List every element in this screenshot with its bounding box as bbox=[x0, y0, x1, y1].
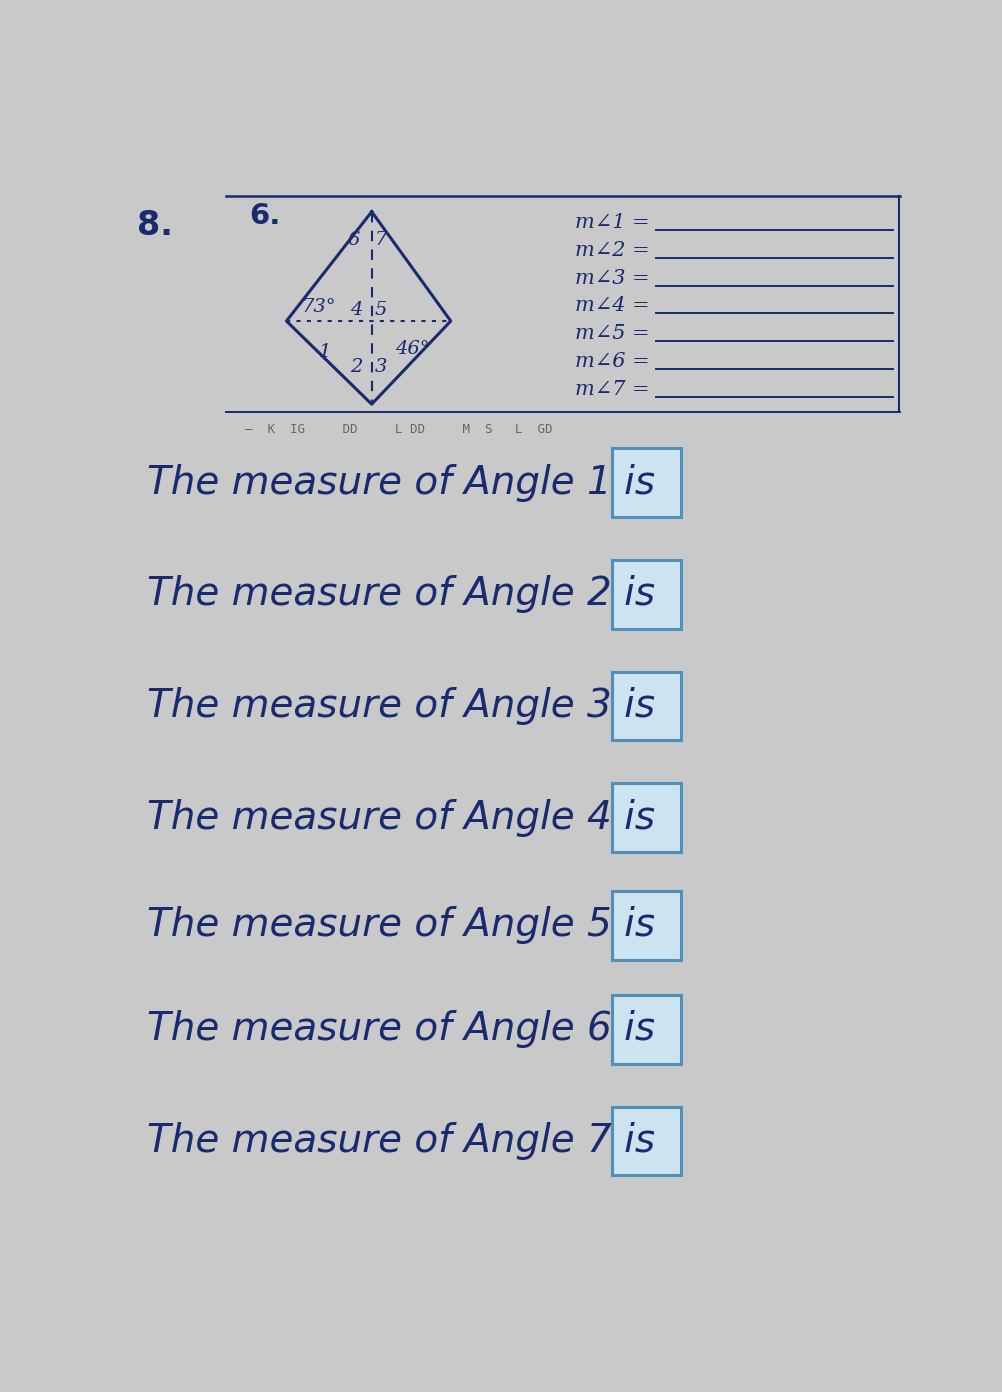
Text: 8.: 8. bbox=[137, 209, 172, 242]
Text: 6.: 6. bbox=[249, 202, 281, 230]
FancyBboxPatch shape bbox=[612, 560, 681, 629]
Text: m∠5 =: m∠5 = bbox=[575, 324, 649, 342]
FancyBboxPatch shape bbox=[612, 891, 681, 959]
Text: 1: 1 bbox=[319, 342, 332, 361]
Text: The measure of Angle 3 is: The measure of Angle 3 is bbox=[147, 688, 655, 725]
Text: 4: 4 bbox=[350, 301, 363, 319]
FancyBboxPatch shape bbox=[612, 995, 681, 1063]
Text: m∠1 =: m∠1 = bbox=[575, 213, 649, 232]
FancyBboxPatch shape bbox=[612, 448, 681, 516]
Text: 73°: 73° bbox=[302, 298, 337, 316]
Text: 6: 6 bbox=[347, 231, 360, 249]
Text: The measure of Angle 2 is: The measure of Angle 2 is bbox=[147, 575, 655, 614]
FancyBboxPatch shape bbox=[612, 672, 681, 741]
Text: 7: 7 bbox=[375, 231, 387, 249]
FancyBboxPatch shape bbox=[612, 784, 681, 852]
Text: —  K  IG     DD     L DD     M  S   L  GD: — K IG DD L DD M S L GD bbox=[245, 423, 553, 436]
Text: The measure of Angle 4 is: The measure of Angle 4 is bbox=[147, 799, 655, 837]
Text: m∠2 =: m∠2 = bbox=[575, 241, 649, 260]
Text: m∠4 =: m∠4 = bbox=[575, 296, 649, 316]
Text: m∠3 =: m∠3 = bbox=[575, 269, 649, 288]
Text: The measure of Angle 6 is: The measure of Angle 6 is bbox=[147, 1011, 655, 1048]
Text: m∠6 =: m∠6 = bbox=[575, 352, 649, 370]
Text: 2: 2 bbox=[350, 358, 363, 376]
Text: 3: 3 bbox=[375, 358, 387, 376]
FancyBboxPatch shape bbox=[612, 1107, 681, 1175]
Text: m∠7 =: m∠7 = bbox=[575, 380, 649, 398]
Text: 46°: 46° bbox=[395, 340, 430, 358]
Text: The measure of Angle 1 is: The measure of Angle 1 is bbox=[147, 464, 655, 501]
Text: The measure of Angle 7 is: The measure of Angle 7 is bbox=[147, 1122, 655, 1160]
Text: The measure of Angle 5 is: The measure of Angle 5 is bbox=[147, 906, 655, 945]
Text: 5: 5 bbox=[375, 301, 387, 319]
